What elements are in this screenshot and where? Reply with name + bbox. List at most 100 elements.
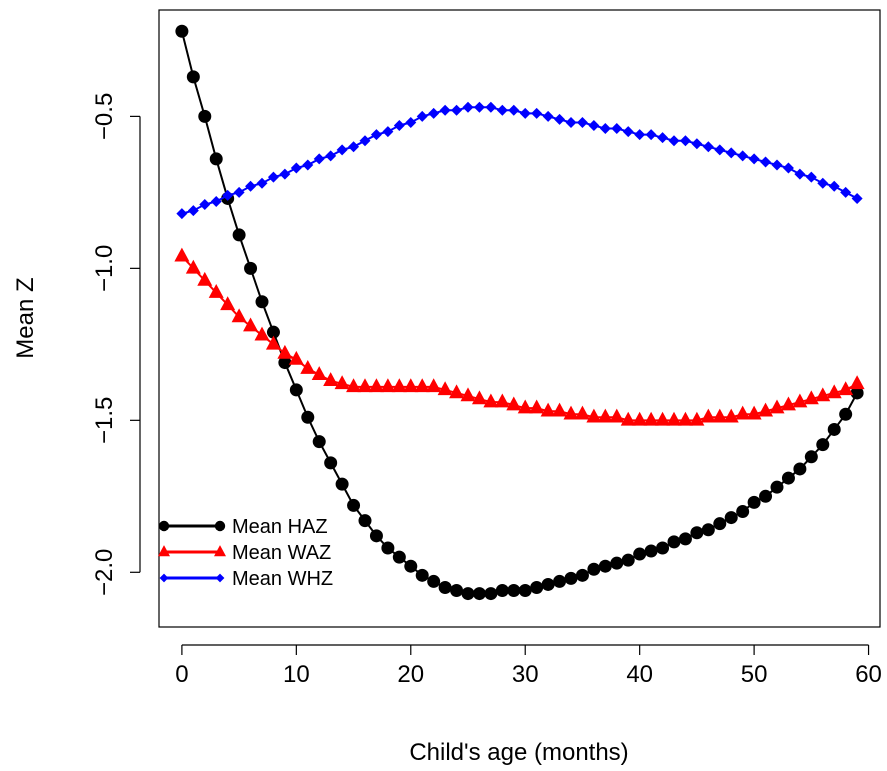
data-point <box>266 325 280 339</box>
data-point <box>324 456 338 470</box>
data-point <box>794 168 806 180</box>
data-point <box>300 360 316 374</box>
data-point <box>598 559 612 573</box>
data-point <box>702 141 714 153</box>
data-point <box>494 393 510 408</box>
data-point <box>185 259 201 274</box>
legend-item: Mean WHZ <box>159 568 333 590</box>
x-tick-label: 10 <box>283 661 310 688</box>
data-point <box>780 396 796 411</box>
data-point <box>714 144 726 156</box>
data-point <box>563 405 579 420</box>
data-point <box>723 408 739 423</box>
x-tick-label: 30 <box>512 661 539 688</box>
data-point <box>254 326 270 341</box>
data-point <box>816 438 830 452</box>
data-point <box>451 104 463 116</box>
data-point <box>760 156 772 168</box>
data-point <box>599 123 611 135</box>
data-point <box>529 399 545 414</box>
legend-marker <box>158 520 170 532</box>
data-point <box>700 408 716 423</box>
data-point <box>391 378 407 393</box>
legend-item: Mean HAZ <box>158 516 328 538</box>
legend-marker <box>215 573 225 583</box>
y-axis: −0.5 −1.0 −1.5 −2.0 <box>91 93 141 596</box>
data-point <box>313 153 325 165</box>
data-point <box>517 399 533 414</box>
data-point <box>405 116 417 128</box>
data-point <box>817 177 829 189</box>
x-tick-label: 20 <box>397 661 424 688</box>
series-mean-haz <box>175 24 864 601</box>
data-point <box>677 411 693 426</box>
data-point <box>209 152 223 166</box>
data-point <box>826 384 842 399</box>
data-point <box>256 177 268 189</box>
data-point <box>461 587 475 601</box>
data-point <box>346 378 362 393</box>
series-layer <box>174 24 865 601</box>
data-point <box>506 396 522 411</box>
data-point <box>357 378 373 393</box>
data-point <box>199 199 211 211</box>
data-point <box>187 205 199 217</box>
data-point <box>565 116 577 128</box>
data-point <box>325 150 337 162</box>
data-point <box>815 387 831 402</box>
data-point <box>622 126 634 138</box>
data-point <box>678 532 692 546</box>
data-point <box>232 228 246 242</box>
data-point <box>644 544 658 558</box>
data-point <box>403 378 419 393</box>
data-point <box>828 180 840 192</box>
data-point <box>839 407 853 421</box>
data-point <box>508 104 520 116</box>
data-point <box>231 308 247 323</box>
data-point <box>290 162 302 174</box>
data-point <box>311 366 327 380</box>
plot-frame <box>158 9 881 628</box>
data-point <box>713 517 727 531</box>
data-point <box>392 550 406 564</box>
data-point <box>255 295 269 309</box>
x-axis: 0 10 20 30 40 50 60 <box>175 644 882 688</box>
series-mean-waz <box>174 247 865 426</box>
x-axis-title: Child's age (months) <box>409 739 628 766</box>
data-point <box>770 480 784 494</box>
data-point <box>233 186 245 198</box>
data-point <box>690 526 704 540</box>
data-point <box>210 195 222 207</box>
data-point <box>175 24 189 38</box>
data-point <box>540 402 556 417</box>
data-point <box>278 356 292 370</box>
data-point <box>222 189 234 201</box>
data-point <box>438 580 452 594</box>
data-point <box>552 402 568 417</box>
data-point <box>645 129 657 141</box>
data-point <box>198 109 212 123</box>
data-point <box>265 335 281 350</box>
data-point <box>495 584 509 598</box>
data-point <box>404 559 418 573</box>
data-point <box>462 101 474 113</box>
data-point <box>840 186 852 198</box>
data-point <box>554 113 566 125</box>
data-point <box>267 171 279 183</box>
data-point <box>288 350 304 365</box>
data-point <box>518 584 532 598</box>
data-point <box>737 150 749 162</box>
data-point <box>348 141 360 153</box>
data-point <box>359 135 371 147</box>
data-point <box>679 135 691 147</box>
data-point <box>428 107 440 119</box>
data-point <box>736 505 750 519</box>
data-point <box>838 381 854 396</box>
y-axis-title: Mean Z <box>12 277 39 358</box>
data-point <box>541 577 555 591</box>
legend-label: Mean HAZ <box>232 516 328 538</box>
data-point <box>576 116 588 128</box>
data-point <box>368 378 384 393</box>
data-point <box>804 450 818 464</box>
data-point <box>712 408 728 423</box>
